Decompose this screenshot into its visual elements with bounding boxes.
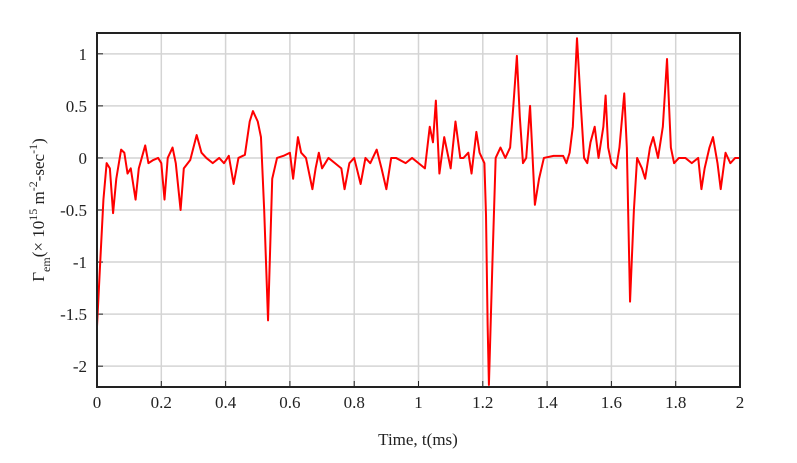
y-axis-label-part: 15	[26, 209, 40, 221]
x-tick-label: 1.6	[601, 393, 622, 412]
y-axis-label-part: -2	[26, 181, 40, 191]
x-tick-label: 0	[93, 393, 102, 412]
y-tick-label: -0.5	[60, 201, 87, 220]
y-axis-label-part: Γ	[29, 272, 48, 282]
x-tick-label: 1.2	[472, 393, 493, 412]
y-tick-label: 0	[79, 149, 88, 168]
y-tick-label: -1.5	[60, 305, 87, 324]
x-tick-label: 1.8	[665, 393, 686, 412]
x-axis-label: Time, t(ms)	[378, 430, 458, 449]
x-tick-label: 0.4	[215, 393, 237, 412]
y-axis-label-part: )	[29, 138, 48, 144]
y-tick-label: 0.5	[66, 97, 87, 116]
y-tick-label: -1	[73, 253, 87, 272]
y-axis-label-part: m	[29, 191, 48, 208]
plot-frame	[96, 32, 741, 388]
x-tick-label: 1.4	[536, 393, 558, 412]
y-axis-label-part: -1	[26, 144, 40, 154]
x-tick-label: 0.8	[344, 393, 365, 412]
x-tick-label: 1	[414, 393, 423, 412]
y-axis-label-part: -sec	[29, 153, 48, 181]
y-tick-label: 1	[79, 45, 88, 64]
y-axis-label: Γem(× 1015 m-2-sec-1)	[26, 138, 53, 282]
y-axis-label-part: (× 10	[29, 221, 48, 258]
x-tick-label: 0.6	[279, 393, 300, 412]
x-tick-label: 0.2	[151, 393, 172, 412]
y-axis-label-part: em	[39, 257, 53, 272]
data-line	[96, 37, 740, 386]
y-tick-label: -2	[73, 357, 87, 376]
x-tick-label: 2	[736, 393, 745, 412]
